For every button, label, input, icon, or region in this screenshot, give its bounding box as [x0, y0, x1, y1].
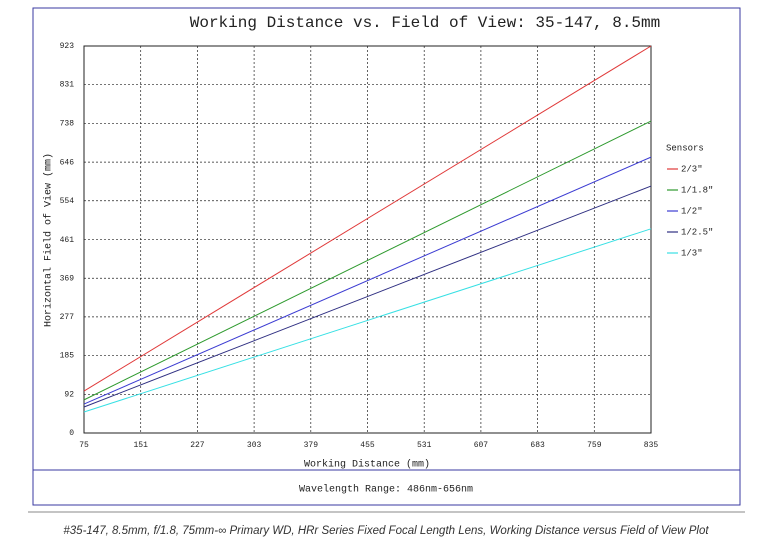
chart-title: Working Distance vs. Field of View: 35-1…: [190, 14, 660, 32]
y-tick-label: 738: [60, 120, 75, 129]
outer-frame: [32, 7, 741, 506]
caption: #35-147, 8.5mm, f/1.8, 75mm-∞ Primary WD…: [63, 525, 709, 537]
footer-text: Wavelength Range: 486nm-656nm: [299, 484, 473, 496]
legend-label: 1/3": [681, 248, 703, 258]
x-tick-label: 759: [587, 441, 602, 450]
x-axis-label: Working Distance (mm): [304, 459, 430, 471]
y-tick-label: 461: [60, 236, 75, 245]
legend-label: 1/2.5": [681, 227, 713, 237]
legend-label: 1/1.8": [681, 185, 713, 195]
x-tick-label: 835: [644, 441, 659, 450]
series-line: [83, 156, 652, 405]
legend-label: 2/3": [681, 164, 703, 174]
y-tick-label: 92: [64, 391, 74, 400]
y-tick-label: 646: [60, 158, 75, 167]
legend-title: Sensors: [666, 143, 704, 153]
y-tick-label: 0: [69, 429, 74, 438]
x-tick-label: 151: [133, 441, 148, 450]
y-tick-label: 554: [60, 197, 75, 206]
y-axis-label: Horizontal Field of View (mm): [43, 153, 55, 327]
y-tick-label: 369: [60, 274, 75, 283]
series-line: [83, 185, 652, 408]
x-tick-label: 75: [79, 441, 89, 450]
y-tick-label: 277: [60, 313, 75, 322]
x-tick-label: 227: [190, 441, 205, 450]
series-line: [83, 228, 652, 413]
series-line: [83, 120, 652, 401]
y-tick-label: 831: [60, 81, 75, 90]
x-tick-label: 531: [417, 441, 432, 450]
x-tick-label: 455: [360, 441, 375, 450]
x-tick-label: 303: [247, 441, 262, 450]
legend-label: 1/2": [681, 206, 703, 216]
series-line: [83, 45, 652, 392]
x-tick-label: 683: [530, 441, 545, 450]
x-tick-label: 607: [474, 441, 489, 450]
y-tick-label: 923: [60, 42, 75, 51]
y-tick-label: 185: [60, 352, 75, 361]
x-tick-label: 379: [304, 441, 319, 450]
